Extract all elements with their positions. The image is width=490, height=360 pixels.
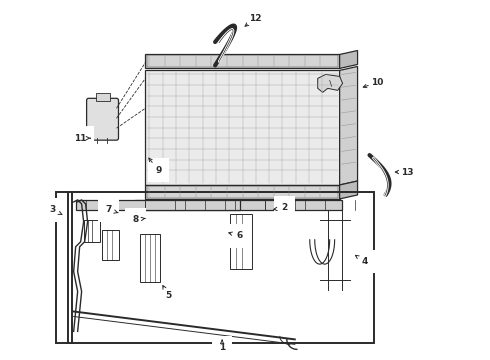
Polygon shape bbox=[340, 67, 358, 185]
Text: 10: 10 bbox=[371, 78, 384, 87]
Bar bbox=[146, 185, 340, 199]
Text: 3: 3 bbox=[49, 206, 56, 215]
Bar bbox=[146, 71, 340, 185]
Bar bbox=[146, 54, 340, 68]
Text: 8: 8 bbox=[132, 215, 139, 224]
Text: 1: 1 bbox=[219, 343, 225, 352]
Text: 5: 5 bbox=[165, 291, 172, 300]
Text: 13: 13 bbox=[401, 167, 414, 176]
Text: 9: 9 bbox=[155, 166, 162, 175]
FancyBboxPatch shape bbox=[87, 98, 119, 140]
Bar bbox=[75, 200, 240, 210]
Text: 2: 2 bbox=[282, 203, 288, 212]
Text: 11: 11 bbox=[74, 134, 87, 143]
Bar bbox=[96, 93, 110, 101]
Polygon shape bbox=[318, 75, 343, 92]
Bar bbox=[135, 200, 342, 210]
Bar bbox=[101, 230, 120, 260]
Bar bbox=[141, 234, 160, 282]
Bar bbox=[230, 214, 252, 269]
Text: 12: 12 bbox=[249, 14, 261, 23]
Text: 7: 7 bbox=[105, 206, 112, 215]
Polygon shape bbox=[340, 181, 358, 199]
Bar bbox=[147, 186, 338, 198]
Bar bbox=[84, 220, 99, 242]
Text: 6: 6 bbox=[237, 231, 243, 240]
Text: 4: 4 bbox=[361, 257, 368, 266]
Polygon shape bbox=[340, 50, 358, 68]
Bar bbox=[147, 55, 338, 67]
Bar bbox=[56, 192, 374, 343]
